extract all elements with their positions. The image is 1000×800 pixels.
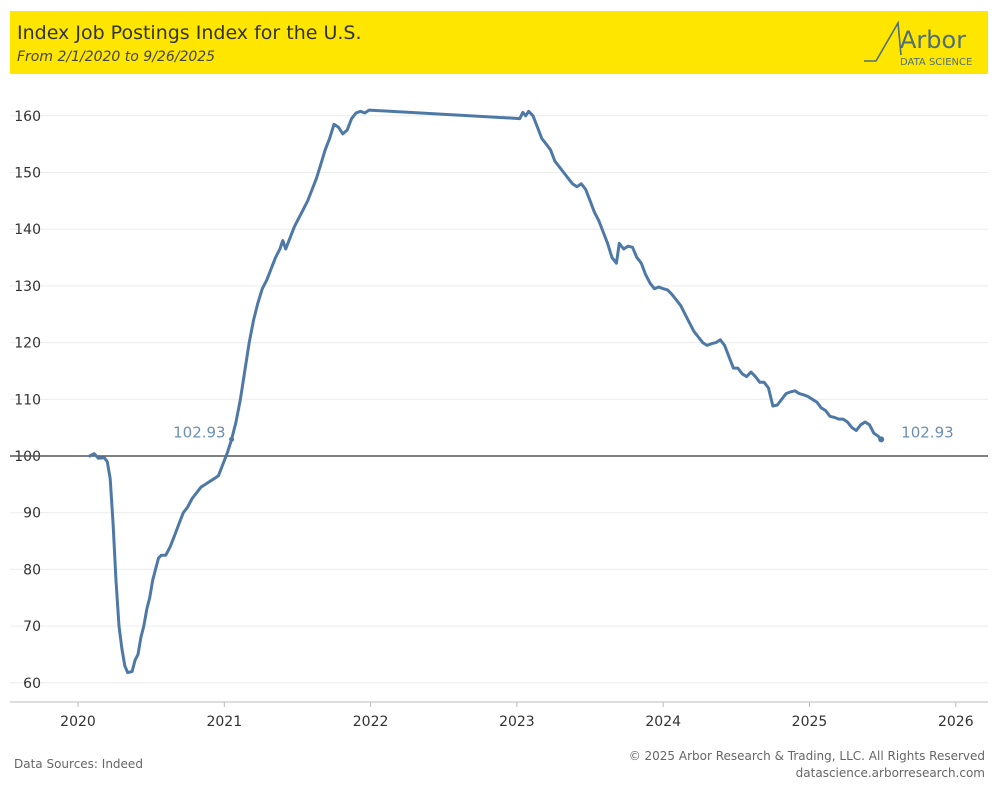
data-label-end: 102.93 <box>901 423 954 441</box>
data-labels: 102.93 102.93 <box>173 423 954 443</box>
y-axis-ticks: 60 70 80 90 100 110 120 130 140 150 160 <box>14 109 41 692</box>
y-tick-label: 60 <box>23 676 41 692</box>
y-tick-label: 80 <box>23 562 41 578</box>
y-tick-label: 140 <box>14 222 41 238</box>
y-tick-label: 130 <box>14 279 41 295</box>
arbor-logo: Arbor DATA SCIENCE <box>864 20 972 68</box>
x-tick-label: 2020 <box>60 714 96 730</box>
website-text: datascience.arborresearch.com <box>795 766 985 780</box>
series-line <box>88 108 883 675</box>
x-tick-label: 2025 <box>792 714 828 730</box>
logo-name: Arbor <box>900 26 966 54</box>
chart-title: Index Job Postings Index for the U.S. <box>17 22 362 44</box>
x-tick-label: 2022 <box>353 714 389 730</box>
logo-mark-icon <box>864 20 902 62</box>
chart-header: Index Job Postings Index for the U.S. Fr… <box>10 11 988 74</box>
y-tick-label: 150 <box>14 166 41 182</box>
data-source: Data Sources: Indeed <box>14 757 143 771</box>
x-tick-label: 2024 <box>645 714 681 730</box>
x-tick-label: 2023 <box>499 714 535 730</box>
y-tick-label: 120 <box>14 336 41 352</box>
y-tick-label: 90 <box>23 506 41 522</box>
chart-subtitle: From 2/1/2020 to 9/26/2025 <box>17 49 216 65</box>
copyright-text: © 2025 Arbor Research & Trading, LLC. Al… <box>628 749 985 763</box>
y-tick-label: 100 <box>14 449 41 465</box>
data-point-marker <box>229 436 235 442</box>
y-tick-label: 110 <box>14 392 41 408</box>
y-tick-label: 160 <box>14 109 41 125</box>
data-label-start: 102.93 <box>173 423 226 441</box>
gridlines <box>10 115 988 703</box>
x-axis-ticks: 2020 2021 2022 2023 2024 2025 2026 <box>60 702 974 730</box>
footer-credits: © 2025 Arbor Research & Trading, LLC. Al… <box>629 748 985 782</box>
logo-tagline: DATA SCIENCE <box>900 57 972 68</box>
data-point-marker <box>878 436 885 443</box>
x-tick-label: 2021 <box>206 714 242 730</box>
y-tick-label: 70 <box>23 619 41 635</box>
x-tick-label: 2026 <box>938 714 974 730</box>
